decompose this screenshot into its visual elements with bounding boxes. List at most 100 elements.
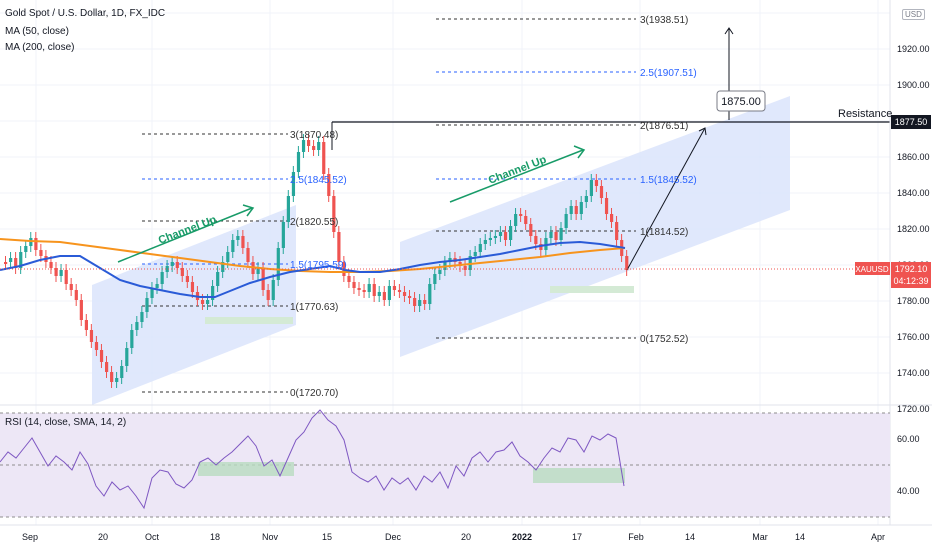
candle-body xyxy=(165,266,169,272)
candle-body xyxy=(438,270,442,274)
candle-body xyxy=(488,238,492,240)
channel-up-right[interactable] xyxy=(400,96,790,357)
candle-body xyxy=(24,246,28,252)
time-label: 15 xyxy=(322,532,332,542)
candle-body xyxy=(524,216,528,224)
candle-body xyxy=(478,244,482,252)
channel-arrow-left[interactable] xyxy=(117,204,255,263)
candle-body xyxy=(206,300,210,304)
rsi-axis[interactable]: 60.00 40.00 xyxy=(897,434,920,496)
candle-body xyxy=(367,284,371,292)
candle-body xyxy=(296,152,301,172)
candle-body xyxy=(433,274,437,284)
rsi-tick: 60.00 xyxy=(897,434,920,444)
candle-body xyxy=(89,330,94,342)
candle-body xyxy=(291,172,296,196)
symbol-title[interactable]: Gold Spot / U.S. Dollar, 1D, FX_IDC xyxy=(5,8,166,19)
candle-body xyxy=(604,198,609,214)
candle-body xyxy=(589,180,593,196)
time-label: 20 xyxy=(461,532,471,542)
rsi-support-right[interactable] xyxy=(533,468,625,483)
candle-body xyxy=(312,146,316,150)
rsi-tick: 40.00 xyxy=(897,486,920,496)
candle-body xyxy=(503,232,508,240)
candle-body xyxy=(428,284,432,304)
time-label: 17 xyxy=(572,532,582,542)
candle-body xyxy=(231,240,235,252)
candle-body xyxy=(34,238,38,250)
candle-body xyxy=(559,228,563,240)
time-label: Dec xyxy=(385,532,402,542)
candle-body xyxy=(514,214,518,226)
price-tick: 1920.00 xyxy=(897,44,930,54)
candle-body xyxy=(135,322,139,330)
candle-body xyxy=(110,372,114,382)
candle-body xyxy=(221,262,225,272)
price-tick: 1760.00 xyxy=(897,332,930,342)
time-label: 14 xyxy=(795,532,805,542)
fib-left[interactable] xyxy=(142,133,288,393)
candle-body xyxy=(125,348,129,366)
candle-body xyxy=(79,300,83,320)
time-label: Mar xyxy=(752,532,768,542)
last-price: 1792.10 xyxy=(895,264,928,274)
price-axis[interactable]: 1920.001900.001880.001860.001840.001820.… xyxy=(897,44,930,414)
time-label: 18 xyxy=(210,532,220,542)
rsi-legend[interactable]: RSI (14, close, SMA, 14, 2) xyxy=(5,417,127,428)
candle-body xyxy=(544,238,548,250)
candle-body xyxy=(574,206,578,214)
candle-body xyxy=(211,286,215,300)
channel-up-label-right: Channel Up xyxy=(487,154,549,187)
fib-right-0: 0(1752.52) xyxy=(640,334,688,345)
candle-body xyxy=(418,300,422,306)
candle-body xyxy=(276,248,280,280)
time-label: 2022 xyxy=(512,532,532,542)
target-callout[interactable]: 1875.00 xyxy=(716,90,766,112)
fib-right-1: 1(1814.52) xyxy=(640,227,688,238)
candle-body xyxy=(59,270,63,276)
candle-body xyxy=(408,296,412,298)
candle-body xyxy=(170,262,174,266)
candle-body xyxy=(483,240,487,244)
candle-body xyxy=(74,290,78,300)
resistance-price-tag[interactable]: 1877.50 xyxy=(891,115,931,129)
currency-badge[interactable]: USD xyxy=(902,9,925,20)
fib-left-0: 0(1720.70) xyxy=(290,388,338,399)
candle-body xyxy=(155,284,159,288)
candle-body xyxy=(14,258,18,268)
candle-body xyxy=(584,196,588,202)
symbol-tag: XAUUSD xyxy=(855,265,889,274)
candle-body xyxy=(271,280,275,300)
ma200-legend[interactable]: MA (200, close) xyxy=(5,42,75,53)
candle-body xyxy=(554,232,558,240)
time-axis[interactable]: Sep 20 Oct 18 Nov 15 Dec 20 2022 17 Feb 14 Mar 14 Apr xyxy=(22,532,885,542)
candle-body xyxy=(317,142,321,150)
channel-arrow-right[interactable] xyxy=(449,145,586,203)
last-price-tag[interactable]: XAUUSD 1792.10 04:12:39 xyxy=(855,262,931,288)
candle-body xyxy=(140,312,144,322)
candle-body xyxy=(39,250,43,256)
fib-right-labels: 3(1938.51) 2.5(1907.51) 2(1876.51) 1.5(1… xyxy=(640,15,697,345)
candle-body xyxy=(498,232,503,236)
candle-body xyxy=(145,298,149,312)
candle-body xyxy=(610,214,614,222)
candle-body xyxy=(9,258,13,262)
candle-body xyxy=(579,202,583,214)
support-zone-right[interactable] xyxy=(550,286,634,293)
projection-arrow[interactable] xyxy=(626,127,707,271)
time-label: Feb xyxy=(628,532,644,542)
price-tick: 1780.00 xyxy=(897,296,930,306)
channel-up-left[interactable] xyxy=(92,205,296,405)
candle-body xyxy=(322,142,326,174)
ma50-legend[interactable]: MA (50, close) xyxy=(5,26,69,37)
fib-right-2.5: 2.5(1907.51) xyxy=(640,68,697,79)
candle-body xyxy=(236,236,240,240)
rsi-support-left[interactable] xyxy=(198,462,294,476)
fib-left-1.5: 1.5(1795.59) xyxy=(290,260,347,271)
candle-body xyxy=(246,248,250,262)
candle-body xyxy=(190,282,195,292)
candle-body xyxy=(615,222,619,240)
support-zone-left[interactable] xyxy=(205,317,293,324)
candle-body xyxy=(599,186,604,198)
